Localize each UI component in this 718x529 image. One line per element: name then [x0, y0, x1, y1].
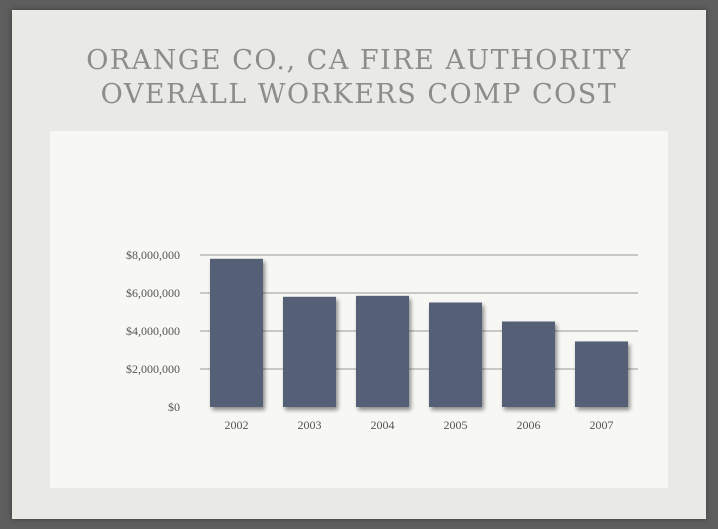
x-tick-label: 2005	[444, 418, 468, 432]
y-axis-tick-labels: $0 $2,000,000 $4,000,000 $6,000,000 $8,000,0…	[126, 248, 180, 414]
y-tick-label: $2,000,000	[126, 362, 180, 376]
y-tick-label: $8,000,000	[126, 248, 180, 262]
x-tick-label: 2007	[590, 418, 614, 432]
slide-title: ORANGE CO., CA FIRE AUTHORITY OVERALL WO…	[12, 44, 706, 112]
bar-2005	[429, 302, 482, 407]
y-tick-label: $0	[168, 400, 180, 414]
bars	[210, 258, 628, 407]
bar-2003	[283, 296, 336, 407]
x-tick-label: 2004	[371, 418, 395, 432]
chart-panel: $0 $2,000,000 $4,000,000 $6,000,000 $8,000,0…	[50, 131, 668, 488]
slide-title-line-2: OVERALL WORKERS COMP COST	[100, 79, 618, 110]
bar-2002	[210, 258, 263, 407]
x-tick-label: 2003	[298, 418, 322, 432]
bar-chart: $0 $2,000,000 $4,000,000 $6,000,000 $8,000,0…	[126, 248, 638, 432]
slide-title-line-1: ORANGE CO., CA FIRE AUTHORITY	[86, 45, 632, 76]
bar-2004	[356, 295, 409, 407]
bar-2007	[575, 341, 628, 407]
slide: ORANGE CO., CA FIRE AUTHORITY OVERALL WO…	[12, 10, 706, 519]
y-tick-label: $4,000,000	[126, 324, 180, 338]
y-tick-label: $6,000,000	[126, 286, 180, 300]
x-tick-label: 2006	[517, 418, 541, 432]
x-tick-label: 2002	[225, 418, 249, 432]
x-axis-tick-labels: 2002 2003 2004 2005 2006 2007	[225, 418, 614, 432]
bar-2006	[502, 321, 555, 407]
gridlines	[200, 254, 638, 370]
